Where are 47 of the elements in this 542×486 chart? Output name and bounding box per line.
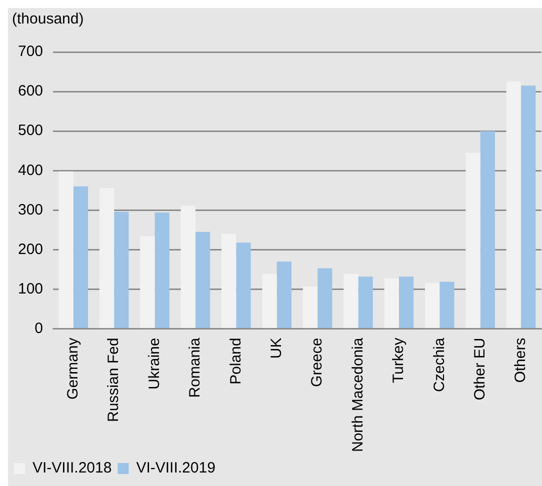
bar bbox=[302, 286, 318, 328]
bar bbox=[195, 232, 210, 328]
bar bbox=[506, 82, 521, 328]
x-tick-label: Russian Fed bbox=[105, 338, 122, 422]
bar bbox=[344, 274, 358, 328]
x-tick-label: Others bbox=[512, 338, 530, 383]
bar bbox=[440, 282, 454, 328]
bar bbox=[180, 206, 196, 328]
x-tick-label: Other EU bbox=[471, 338, 488, 400]
x-tick-label: Romania bbox=[186, 337, 204, 398]
y-tick-label: 700 bbox=[18, 43, 44, 60]
x-tick-label: Ukraine bbox=[146, 338, 163, 390]
bar bbox=[154, 212, 170, 328]
legend-label: VI-VIII.2019 bbox=[136, 460, 216, 477]
bar bbox=[398, 276, 414, 328]
bar bbox=[480, 131, 495, 328]
bar bbox=[114, 212, 129, 328]
bar bbox=[221, 234, 236, 328]
x-tick-label: North Macedonia bbox=[349, 337, 366, 452]
bar bbox=[466, 152, 480, 328]
bar bbox=[236, 242, 251, 328]
x-tick-label: UK bbox=[268, 338, 285, 359]
x-tick-label: Czechia bbox=[430, 337, 448, 392]
bar bbox=[424, 282, 440, 328]
bar bbox=[318, 268, 332, 328]
y-tick-label: 600 bbox=[18, 82, 44, 100]
y-tick-label: 400 bbox=[18, 162, 44, 179]
x-tick-label: Turkey bbox=[390, 337, 408, 384]
y-tick-label: 300 bbox=[18, 201, 44, 218]
y-tick-label: 200 bbox=[18, 240, 44, 258]
bar bbox=[358, 276, 373, 328]
y-tick-label: 100 bbox=[18, 280, 44, 298]
y-tick-label: 500 bbox=[18, 122, 44, 140]
x-tick-label: Greece bbox=[308, 338, 326, 387]
bar bbox=[140, 236, 155, 328]
x-tick-label: Germany bbox=[64, 337, 82, 400]
bar bbox=[58, 171, 74, 328]
bar bbox=[262, 274, 277, 328]
bar bbox=[99, 188, 114, 328]
bar bbox=[73, 186, 88, 328]
x-tick-label: Poland bbox=[227, 338, 244, 384]
bar bbox=[521, 86, 536, 328]
bar bbox=[384, 278, 399, 328]
legend-label: VI-VIII.2018 bbox=[32, 460, 112, 477]
y-tick-label: 0 bbox=[34, 320, 44, 337]
y-axis-title: (thousand) bbox=[12, 10, 84, 28]
bar bbox=[276, 262, 292, 328]
